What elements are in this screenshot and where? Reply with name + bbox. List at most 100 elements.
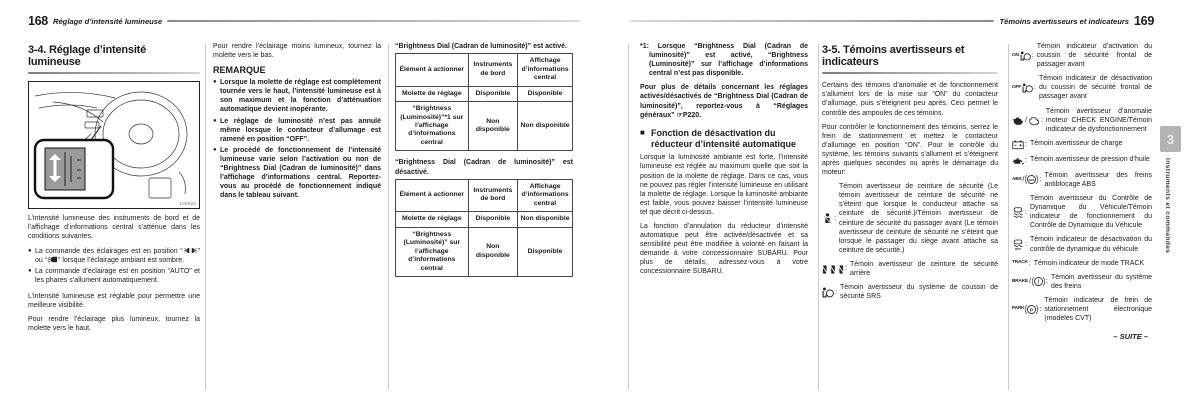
cell: Molette de réglage (395, 211, 469, 228)
bullet1-part3: ” lorsque l’éclairage ambiant est sombre… (58, 256, 185, 264)
warning-light-item: PARK : Témoin indicateur de frein de sta… (1012, 296, 1152, 323)
bullet-icon: ● (28, 267, 32, 274)
icon-token: : (1012, 155, 1030, 166)
rear-seat-belts-icon (822, 264, 844, 275)
colon: : (1040, 116, 1043, 124)
remark-text: Lorsque la molette de réglage est complè… (220, 79, 381, 114)
colon: : (1025, 208, 1027, 216)
left-col-3: “Brightness Dial (Cadran de luminosité)”… (395, 42, 573, 284)
left-col-1: 3-4. Réglage d’intensité lumineuse (28, 42, 200, 338)
cell: Non disponible (467, 226, 519, 278)
brightness-table-deactivated: Élément à actionner Instruments de bord … (395, 178, 573, 278)
intro-paragraph: L’intensité lumineuse des instruments de… (28, 215, 200, 241)
vdc-off-icon (1012, 239, 1024, 251)
icon-token: BRAKE / : (1012, 273, 1051, 291)
warning-light-item: ABS / : Témoin avertisseur des freins an… (1012, 171, 1152, 189)
page-gutter-divider (628, 44, 629, 390)
column-divider (388, 44, 389, 390)
paragraph: Certains des témoins d’anomalie et de fo… (822, 82, 998, 117)
malfunction-indicator-icon (1028, 115, 1040, 126)
right-page-header: Témoins avertisseurs et indicateurs 169 (630, 14, 1154, 28)
colon: : (1034, 84, 1036, 92)
oil-pressure-icon (1012, 155, 1024, 166)
cell: Non disponible (467, 101, 519, 152)
colon: : (845, 265, 847, 273)
list-item-text: La commande des éclairages est en positi… (35, 247, 200, 265)
colon: : (1025, 140, 1027, 148)
header-cell: Instruments de bord (467, 53, 519, 87)
paragraph: La fonction d’annulation du réducteur d’… (640, 223, 808, 276)
remark-text: Le procédé de fonctionnement de l’intens… (220, 146, 381, 200)
paragraph: Pour rendre l’éclairage plus lumineux, t… (28, 316, 200, 333)
bullet-icon: ● (28, 247, 32, 254)
remark-item: ● Lorsque la molette de réglage est comp… (213, 78, 381, 114)
warning-light-item: : Témoin indicateur de désactivation du … (1012, 235, 1152, 253)
column-divider (205, 44, 206, 390)
section-title-rule (822, 71, 998, 75)
remark-text: Le réglage de luminosité n’est pas annul… (220, 117, 381, 143)
check-engine-icon (1012, 115, 1024, 126)
left-page-number: 168 (28, 14, 48, 28)
icon-token: : (1012, 139, 1030, 150)
paragraph: L’intensité lumineuse est réglable pour … (28, 292, 200, 309)
colon: : (1039, 305, 1042, 313)
cell: Disponible (467, 85, 519, 103)
list-item-text: La commande d’éclairage est en position … (35, 267, 200, 284)
footnote: *1: Lorsque “Brightness Dial (Cadran de … (640, 43, 808, 78)
icon-token: : (822, 283, 840, 301)
table-header-row: Élément à actionner Instruments de bord … (395, 53, 573, 87)
cell: Molette de réglage (395, 85, 469, 103)
icon-token: : (822, 260, 850, 278)
icon-token: : (822, 182, 839, 255)
chapter-tab: 3 (1160, 126, 1181, 152)
warning-light-item: : Témoin avertisseur du système de couss… (822, 283, 998, 301)
warning-light-label: Témoin indicateur de mode TRACK (1033, 259, 1145, 267)
table-caption: “Brightness Dial (Cadran de luminosité)”… (395, 43, 567, 50)
right-col-3: ON : Témoin indicateur d’activation du c… (1012, 42, 1152, 341)
warning-light-label: Témoin avertisseur du système des freins (1050, 273, 1152, 290)
warning-light-label: Témoin avertisseur de ceinture de sécuri… (838, 183, 998, 254)
cell: “Brightness (Luminosité)” sur l’affichag… (395, 226, 469, 278)
warning-light-item: / : Témoin avertisseur d’anomalie moteur… (1012, 107, 1152, 134)
off-text-icon: OFF (1012, 84, 1021, 90)
chapter-side-label: Instruments et commandes (1164, 158, 1171, 254)
colon: : (1046, 278, 1048, 286)
cell: Non disponible (517, 101, 573, 152)
warning-light-label: Témoin avertisseur du système de coussin… (839, 284, 998, 301)
srs-airbag-warning-icon (822, 287, 834, 298)
table-row: Molette de réglage Disponible Disponible (395, 85, 573, 103)
warning-light-label: Témoin indicateur de désactivation du co… (1038, 75, 1152, 101)
warning-light-item: OFF : Témoin indicateur de désactivation… (1012, 74, 1152, 101)
slash: / (1029, 278, 1032, 286)
track-mode-icon: TRACK (1012, 260, 1028, 266)
warning-light-item: BRAKE / : Témoin avertisseur du système … (1012, 273, 1152, 291)
section-title: 3-5. Témoins avertisseurs et indicateurs (822, 44, 965, 69)
bullet1-part2: ” ou “ (35, 247, 200, 264)
warning-light-item: : Témoin avertisseur de ceinture de sécu… (822, 182, 998, 255)
warning-light-label: Témoin indicateur d’activation du coussi… (1036, 43, 1152, 69)
warning-light-item: TRACK: Témoin indicateur de mode TRACK (1012, 259, 1152, 268)
left-running-title: Réglage d’intensité lumineuse (52, 16, 163, 26)
abs-warning-icon (1025, 174, 1038, 185)
passenger-airbag-on-icon (1020, 51, 1031, 61)
column-divider (818, 44, 819, 390)
icon-token: ON : (1012, 42, 1037, 69)
left-col-2: Pour rendre l’éclairage moins lumineux, … (213, 42, 381, 202)
section-title-rule (28, 71, 200, 75)
paragraph: Pour contrôler le fonctionnement des tém… (822, 123, 998, 177)
remark-heading: REMARQUE (213, 65, 266, 76)
warning-light-label: Témoin avertisseur des freins antiblocag… (1044, 171, 1152, 188)
passenger-airbag-off-icon (1022, 83, 1033, 93)
icon-token: TRACK: (1012, 259, 1034, 268)
warning-light-label: Témoin indicateur de frein de stationnem… (1044, 296, 1152, 323)
seat-belt-warning-icon (822, 213, 833, 224)
remark-item: ● Le procédé de fonctionnement de l’inte… (213, 146, 381, 201)
dashboard-illustration (33, 91, 188, 200)
slash: / (1022, 176, 1025, 184)
park-text-icon: PARK (1012, 306, 1025, 312)
warning-light-item: ON : Témoin indicateur d’activation du c… (1012, 42, 1152, 69)
figure-code: 100620 (179, 201, 196, 207)
warning-light-label: Témoin avertisseur de ceinture de sécuri… (849, 260, 998, 277)
vdc-warning-icon (1012, 207, 1024, 218)
